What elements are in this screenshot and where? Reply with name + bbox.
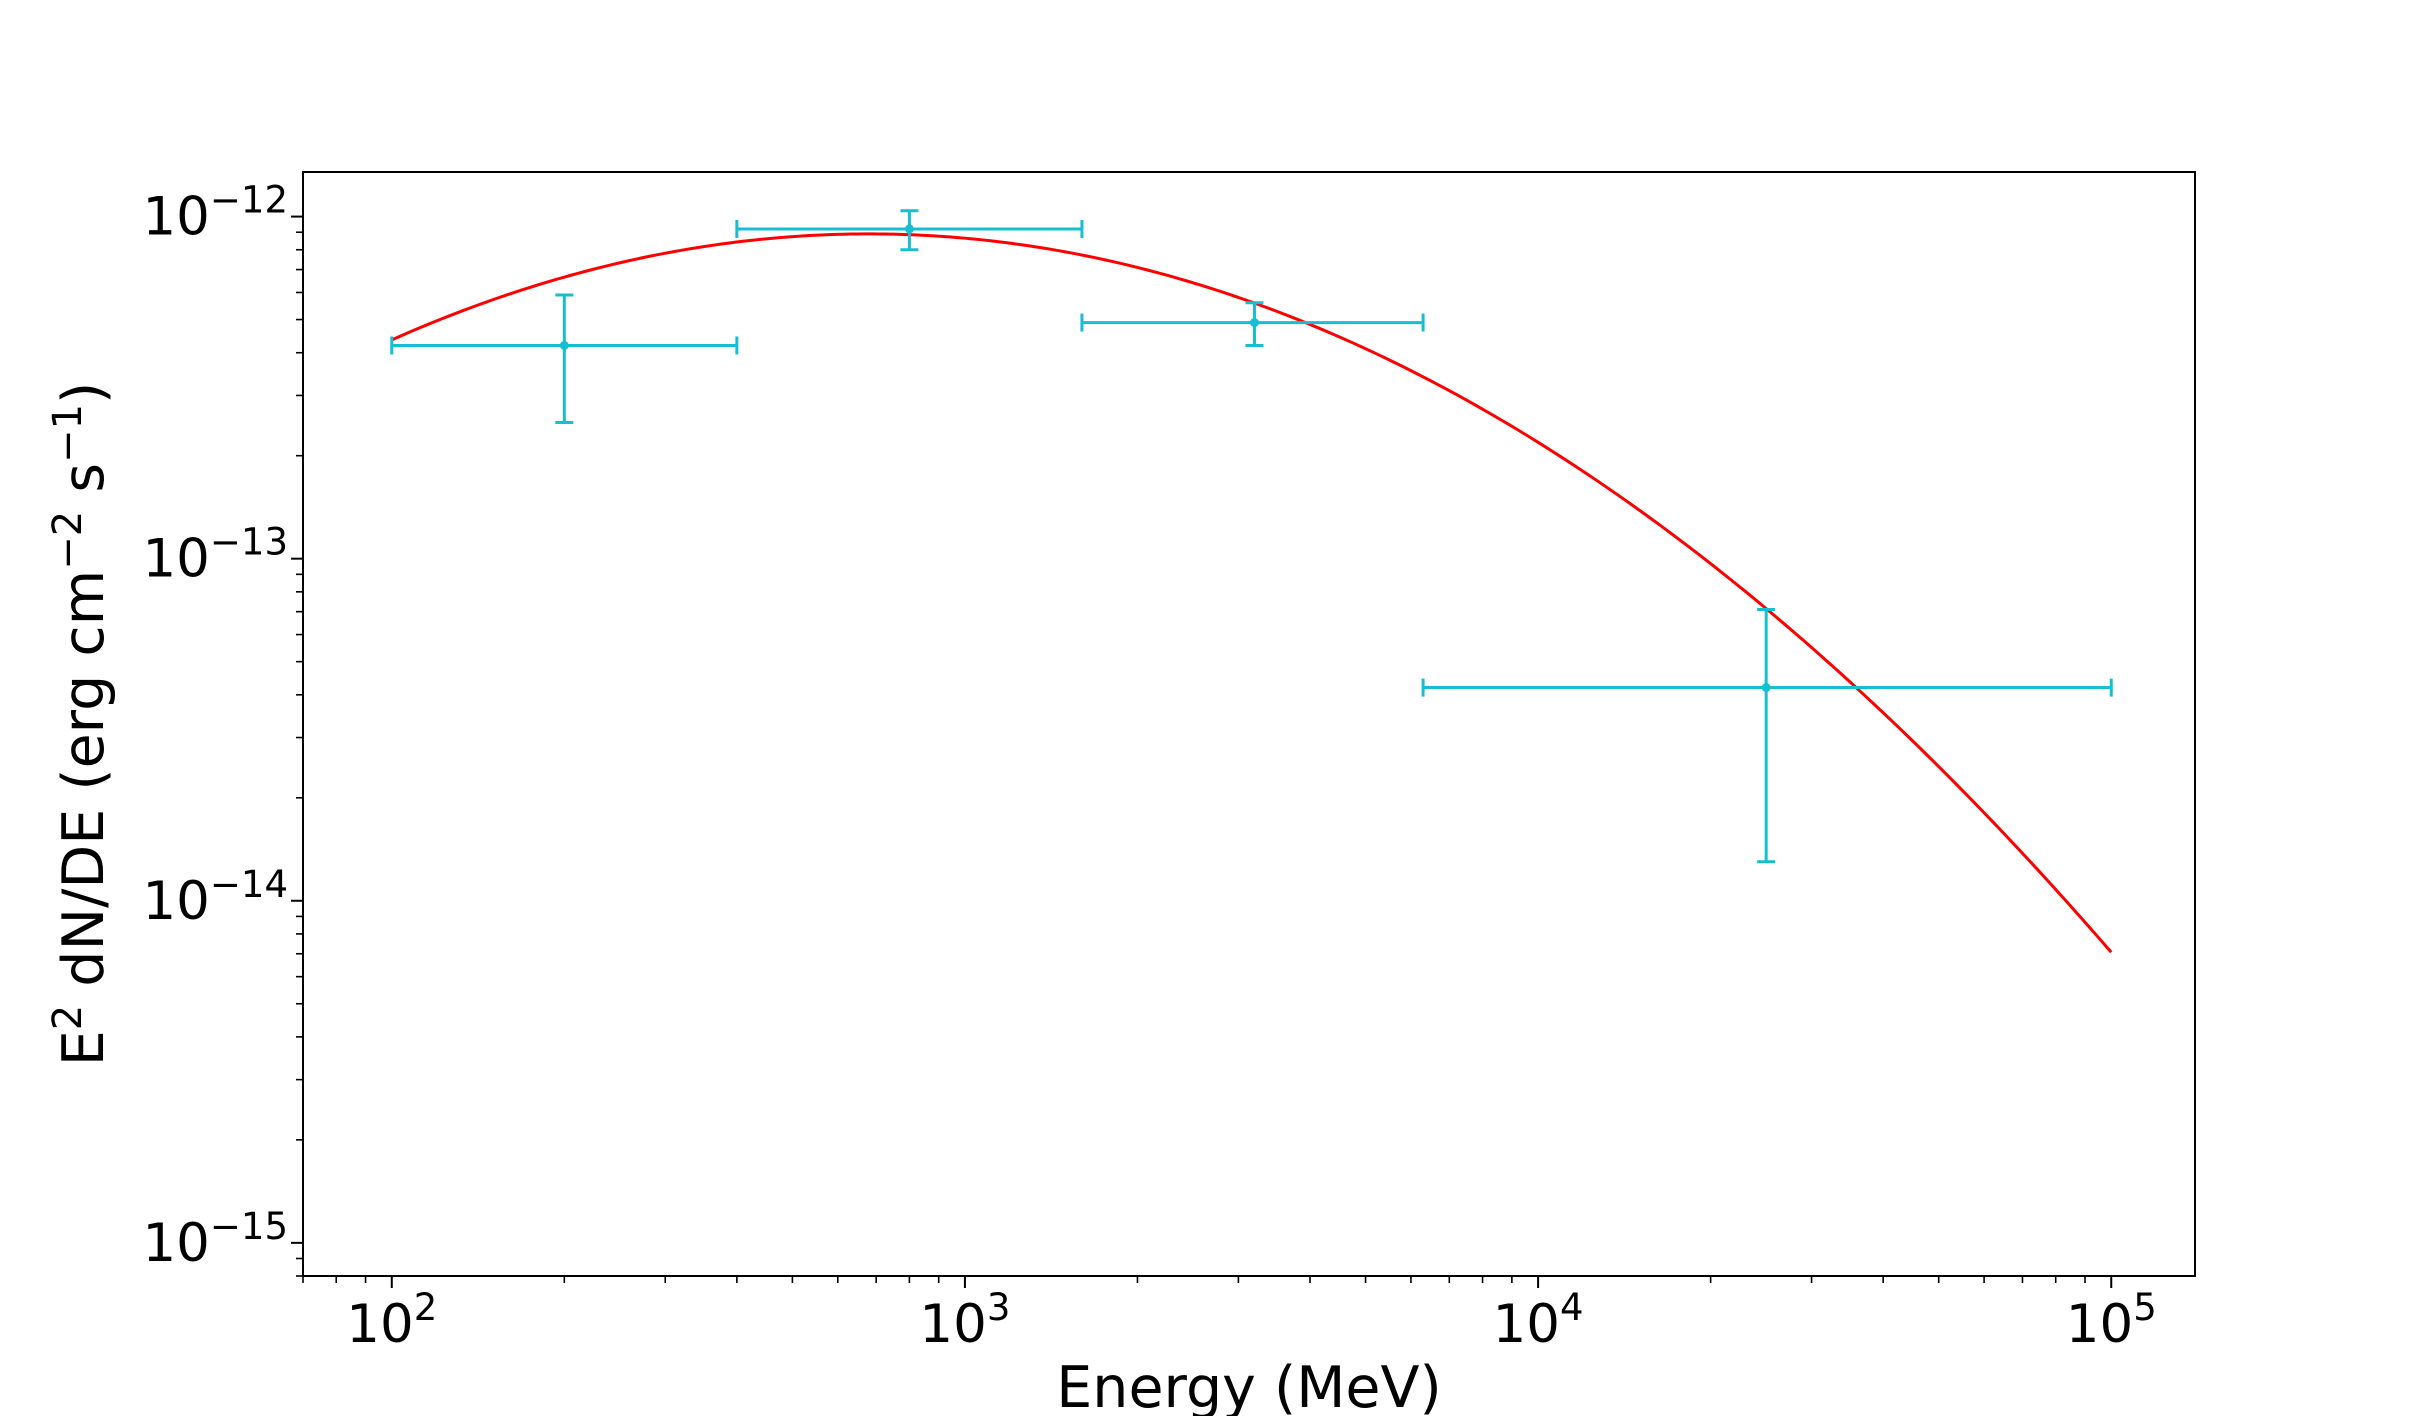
x-tick-label: 103 xyxy=(919,1286,1010,1355)
y-minor-ticks xyxy=(296,231,303,1277)
y-major-ticks: 10−12 10−13 10−14 10−15 xyxy=(142,179,303,1274)
y-axis-label-e: E xyxy=(51,1030,117,1066)
flux-point xyxy=(390,293,739,425)
y-tick-label: 10−15 xyxy=(142,1205,288,1274)
y-axis-label-dnde: dN/DE (erg cm xyxy=(51,570,117,1005)
x-tick-label: 105 xyxy=(2066,1286,2157,1355)
x-tick-label: 102 xyxy=(346,1286,437,1355)
plot-frame xyxy=(302,171,2196,1277)
x-major-ticks: 102 103 104 105 xyxy=(346,1276,2157,1355)
data-marker xyxy=(559,340,569,350)
y-tick-label: 10−12 xyxy=(142,179,288,248)
x-minor-ticks xyxy=(302,1276,2086,1283)
flux-points-layer xyxy=(390,209,2113,864)
y-axis-label-s: s xyxy=(51,463,117,511)
y-axis-label-close: ) xyxy=(51,382,117,404)
y-tick-label: 10−14 xyxy=(142,863,288,932)
flux-point xyxy=(1080,301,1425,347)
data-marker xyxy=(1761,683,1771,693)
y-axis-label-sup-m2: −2 xyxy=(45,511,91,570)
y-axis-label-sup-2: 2 xyxy=(45,1005,91,1030)
data-marker xyxy=(904,224,914,234)
flux-point xyxy=(1421,608,2113,864)
x-tick-label: 104 xyxy=(1493,1286,1584,1355)
y-tick-label: 10−13 xyxy=(142,521,288,590)
flux-point xyxy=(735,209,1084,252)
data-marker xyxy=(1249,318,1259,328)
y-axis-label-sup-m1: −1 xyxy=(45,404,91,463)
y-axis-label: E2 dN/DE (erg cm−2 s−1) xyxy=(45,382,117,1067)
x-axis-label: Energy (MeV) xyxy=(1056,1355,1441,1416)
